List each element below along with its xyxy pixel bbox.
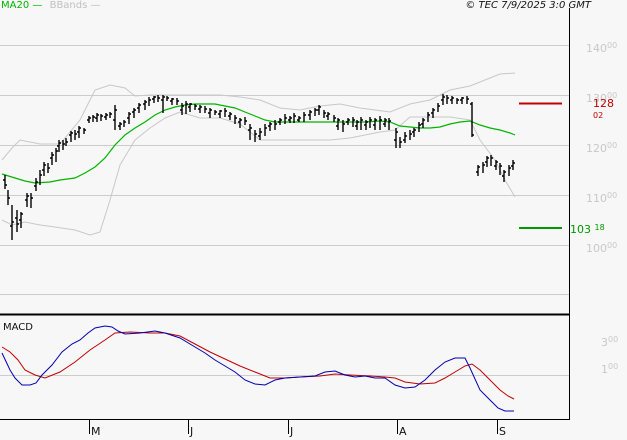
macd-line	[1, 325, 514, 412]
x-label-august: A	[399, 425, 407, 438]
macd-signal-line	[1, 331, 515, 400]
macd-label-3: 300	[601, 335, 619, 349]
price-label-110: 11000	[586, 191, 618, 205]
bollinger-bands	[1, 72, 516, 236]
price-label-100: 10000	[586, 241, 618, 255]
support-label: 103 18	[570, 223, 605, 236]
ma20-line	[1, 103, 516, 184]
price-grid	[0, 45, 569, 295]
macd-title: MACD	[3, 322, 33, 333]
x-label-july: J	[290, 425, 294, 438]
ohlc-bars	[3, 94, 515, 240]
x-label-september: S	[499, 425, 506, 438]
chart-legend: MA20 — BBands —	[1, 0, 101, 11]
price-label-130: 13000	[586, 91, 618, 105]
resistance-label: 128 02	[593, 97, 614, 121]
legend-ma20: MA20 —	[1, 0, 43, 11]
x-label-may: M	[91, 425, 101, 438]
price-label-120: 12000	[586, 141, 618, 155]
copyright-timestamp: © TEC 7/9/2025 3:0 GMT	[465, 0, 591, 11]
macd-label-1: 100	[601, 362, 619, 376]
x-axis-ticks	[89, 420, 498, 434]
price-label-140: 14000	[586, 41, 618, 55]
legend-bbands: BBands —	[49, 0, 101, 11]
x-label-june: J	[190, 425, 194, 438]
